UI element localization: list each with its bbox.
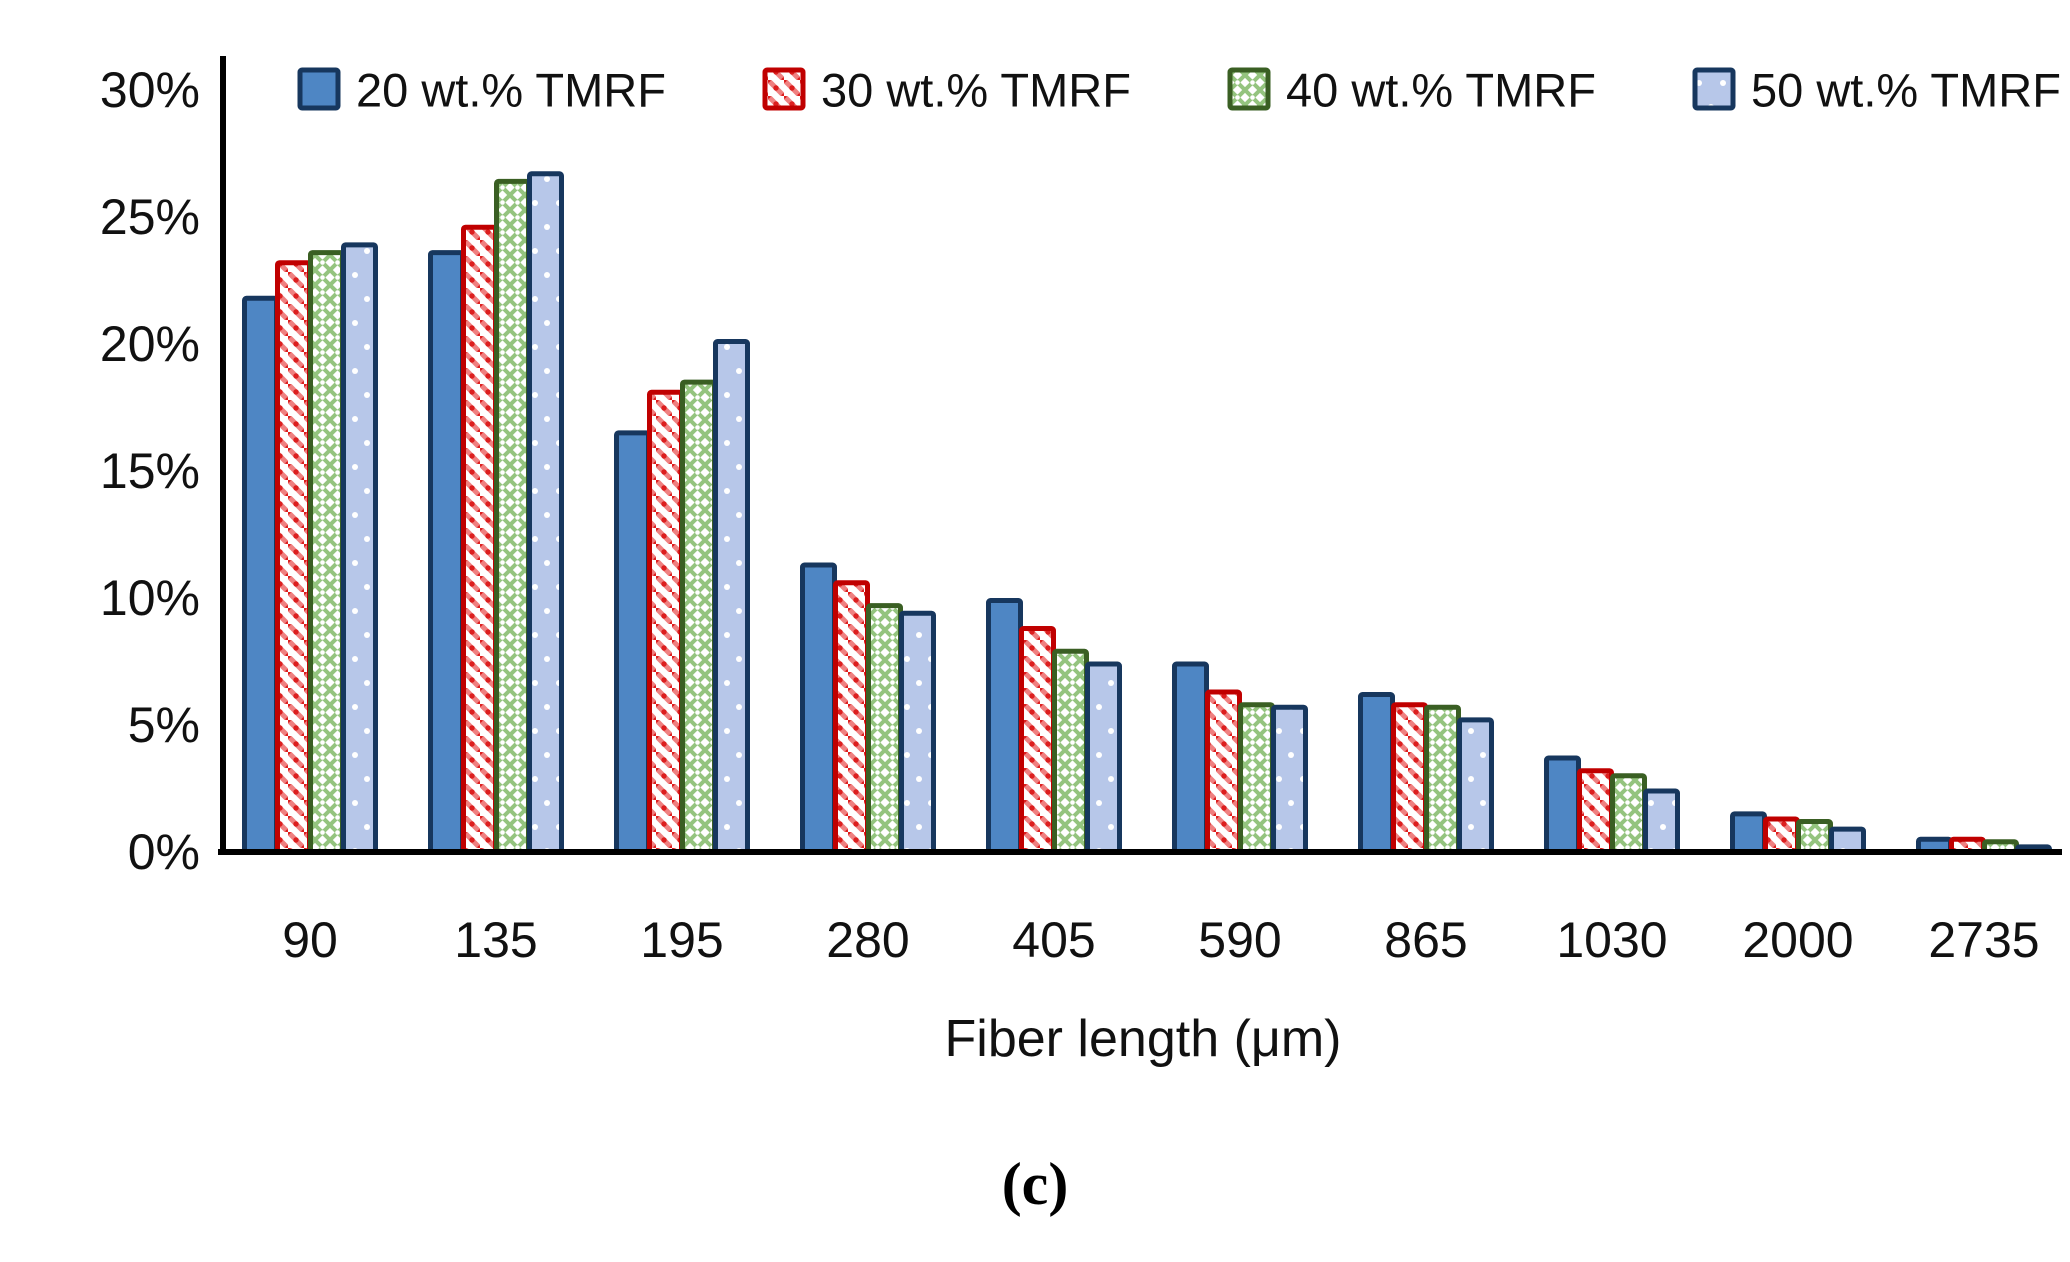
legend-label-4: 50 wt.% TMRF (1751, 64, 2061, 117)
legend-item-40-wt-tmrf: 40 wt.% TMRF (1227, 64, 1596, 117)
bar-90um-series3 (308, 250, 345, 855)
bar-135um-series1 (428, 250, 465, 855)
y-tick-label-5pct: 5% (128, 697, 200, 753)
x-tick-label-195: 195 (640, 912, 723, 968)
bar-195um-series4 (713, 339, 750, 855)
bar-865um-series4 (1457, 717, 1494, 855)
bar-90um-series4 (341, 242, 378, 855)
bar-2000um-series4 (1829, 826, 1866, 855)
bar-405um-series1 (986, 598, 1023, 855)
figure-caption: (c) (1001, 1151, 1069, 1217)
bar-135um-series3 (494, 178, 531, 855)
y-tick-label-25pct: 25% (100, 189, 200, 245)
bar-280um-series4 (899, 610, 936, 855)
legend-label-3: 40 wt.% TMRF (1286, 64, 1596, 117)
bar-195um-series2 (647, 389, 684, 855)
bar-2000um-series3 (1796, 819, 1833, 855)
bar-1030um-series2 (1577, 768, 1614, 855)
legend-swatch-1 (297, 67, 341, 111)
bar-195um-series1 (614, 430, 651, 855)
bar-280um-series1 (800, 562, 837, 855)
legend-label-1: 20 wt.% TMRF (356, 64, 666, 117)
bar-590um-series2 (1205, 689, 1242, 855)
bar-195um-series3 (680, 379, 717, 855)
x-axis-title: Fiber length (μm) (944, 1010, 1342, 1068)
x-tick-label-2735: 2735 (1928, 912, 2039, 968)
x-tick-label-2000: 2000 (1742, 912, 1853, 968)
x-tick-label-405: 405 (1012, 912, 1095, 968)
bar-865um-series3 (1424, 704, 1461, 855)
bar-135um-series2 (461, 224, 498, 855)
y-tick-label-30pct: 30% (100, 62, 200, 118)
bar-590um-series1 (1172, 661, 1209, 855)
legend-swatch-3 (1227, 67, 1271, 111)
bar-405um-series3 (1052, 648, 1089, 855)
bar-865um-series2 (1391, 702, 1428, 855)
bar-135um-series4 (527, 171, 564, 855)
x-tick-label-90: 90 (282, 912, 338, 968)
y-tick-label-15pct: 15% (100, 443, 200, 499)
x-tick-label-590: 590 (1198, 912, 1281, 968)
bar-1030um-series1 (1544, 755, 1581, 855)
legend-label-2: 30 wt.% TMRF (821, 64, 1131, 117)
bar-280um-series2 (833, 580, 870, 855)
legend-item-20-wt-tmrf: 20 wt.% TMRF (297, 64, 666, 117)
bar-90um-series1 (242, 295, 279, 855)
x-tick-label-280: 280 (826, 912, 909, 968)
bar-865um-series1 (1358, 692, 1395, 855)
legend-swatch-2 (762, 67, 806, 111)
bar-405um-series4 (1085, 661, 1122, 855)
bar-1030um-series3 (1610, 773, 1647, 855)
legend-item-30-wt-tmrf: 30 wt.% TMRF (762, 64, 1131, 117)
bar-405um-series2 (1019, 626, 1056, 855)
x-tick-label-865: 865 (1384, 912, 1467, 968)
bar-590um-series3 (1238, 702, 1275, 855)
x-tick-label-1030: 1030 (1556, 912, 1667, 968)
legend-item-50-wt-tmrf: 50 wt.% TMRF (1692, 64, 2061, 117)
y-tick-label-10pct: 10% (100, 570, 200, 626)
bar-1030um-series4 (1643, 788, 1680, 855)
legend-swatch-4 (1692, 67, 1736, 111)
bar-280um-series3 (866, 603, 903, 855)
bar-2000um-series2 (1763, 816, 1800, 855)
y-tick-label-0pct: 0% (128, 824, 200, 880)
bar-590um-series4 (1271, 704, 1308, 855)
bar-90um-series2 (275, 260, 312, 855)
y-tick-label-20pct: 20% (100, 316, 200, 372)
x-tick-label-135: 135 (454, 912, 537, 968)
bar-2000um-series1 (1730, 811, 1767, 855)
